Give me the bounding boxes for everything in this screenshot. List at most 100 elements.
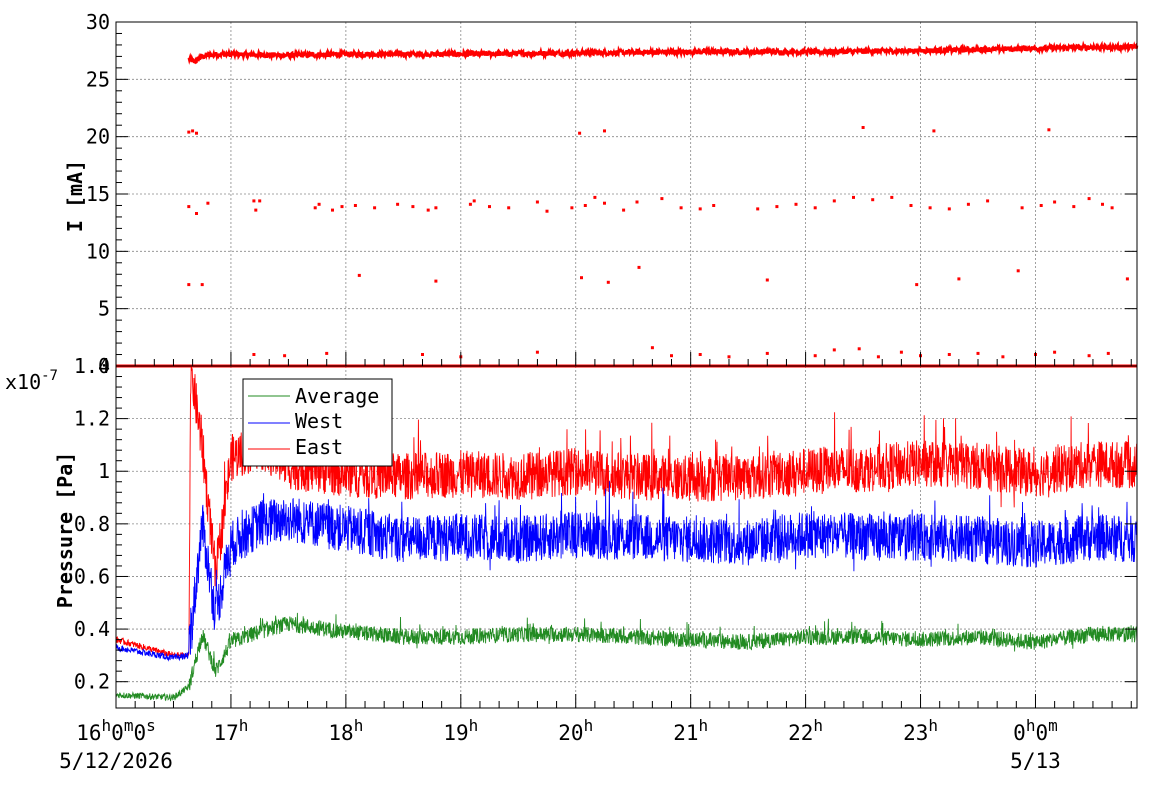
top-panel-grid (115, 21, 1137, 367)
x-tick-label-6: 22h (788, 716, 823, 745)
legend-label-west: West (295, 409, 343, 433)
bottom-ytick-label-3: 0.8 (74, 512, 110, 536)
current-point-72 (252, 353, 256, 356)
current-point-86 (876, 355, 880, 359)
current-point-36 (712, 204, 716, 207)
x-tick-label-0-part-3: m (124, 716, 134, 735)
current-main-band (187, 40, 1139, 65)
current-point-83 (813, 354, 817, 358)
current-point-65 (1016, 269, 1020, 273)
legend: Average West East (242, 378, 393, 467)
top-y-axis-title: I [mA] (63, 160, 87, 232)
current-point-93 (1053, 350, 1057, 354)
x-tick-label-0-part-0: 16 (76, 721, 101, 745)
x-tick-label-7-part-1: h (928, 716, 938, 735)
current-point-54 (1087, 197, 1091, 201)
x-date-label-1: 5/13 (1010, 749, 1061, 773)
current-point-75 (421, 353, 424, 356)
bottom-panel-frame (115, 365, 1138, 709)
current-point-1 (191, 129, 195, 133)
bottom-ytick-label-5: 1.2 (74, 407, 110, 431)
current-point-10 (258, 199, 262, 203)
bottom-ytick-label-6: 1.4 (74, 354, 110, 378)
current-point-2 (195, 131, 198, 135)
current-point-57 (357, 273, 361, 277)
current-point-0 (187, 130, 191, 134)
bottom-ytick-label-1: 0.4 (74, 617, 110, 641)
x-tick-label-8: 0h0m (1013, 716, 1058, 745)
x-tick-label-0-part-1: h (102, 716, 112, 735)
current-point-90 (976, 351, 980, 355)
current-point-91 (1001, 355, 1005, 359)
current-point-84 (832, 348, 836, 352)
current-point-47 (947, 207, 951, 211)
current-point-29 (593, 195, 597, 199)
current-point-78 (650, 346, 654, 350)
current-point-58 (434, 279, 438, 283)
bottom-ytick-label-0: 0.2 (74, 670, 110, 694)
x-tick-label-2-part-0: 18 (328, 721, 353, 745)
current-point-64 (957, 277, 961, 281)
current-point-59 (580, 276, 583, 280)
x-tick-label-0-part-5: s (146, 716, 156, 735)
top-ytick-label-1: 5 (98, 297, 110, 321)
current-point-48 (966, 202, 970, 206)
current-point-8 (252, 199, 256, 203)
current-point-62 (765, 278, 769, 282)
current-point-41 (832, 199, 836, 203)
x-tick-label-4: 20h (558, 716, 593, 745)
x-tick-label-8-part-0: 0 (1013, 721, 1026, 745)
top-ytick-label-6: 30 (86, 10, 110, 34)
current-point-82 (765, 351, 769, 355)
top-panel-data (116, 40, 1139, 368)
current-point-85 (857, 347, 861, 351)
current-point-31 (622, 208, 626, 212)
current-point-22 (472, 199, 476, 203)
current-point-19 (426, 208, 430, 212)
current-point-4 (195, 212, 198, 215)
current-point-69 (861, 126, 865, 129)
x-tick-label-0: 16h0m0s (76, 716, 156, 745)
current-point-40 (813, 206, 817, 210)
current-point-9 (254, 208, 258, 212)
current-point-49 (986, 199, 990, 203)
current-point-73 (283, 354, 287, 358)
x-tick-label-3-part-0: 19 (443, 721, 468, 745)
current-point-46 (928, 206, 932, 210)
current-point-20 (434, 206, 438, 210)
x-tick-label-8-part-1: h (1026, 716, 1036, 735)
x-tick-label-5-part-0: 21 (673, 721, 698, 745)
current-point-51 (1039, 204, 1043, 207)
bottom-y-axis-title: Pressure [Pa] (53, 452, 77, 609)
current-point-7 (200, 283, 204, 287)
x-tick-label-8-part-2: 0 (1035, 721, 1048, 745)
x-date-label-0: 5/12/2026 (59, 749, 173, 773)
current-point-80 (698, 353, 702, 356)
current-point-33 (660, 197, 664, 201)
current-point-81 (727, 355, 731, 359)
current-point-35 (698, 207, 702, 211)
current-point-45 (909, 204, 913, 207)
y-multiplier: x10-7 (5, 368, 58, 394)
legend-label-east: East (295, 435, 343, 459)
current-point-26 (545, 209, 549, 213)
x-tick-label-6-part-1: h (813, 716, 823, 735)
current-point-32 (635, 200, 639, 204)
x-tick-label-7-part-0: 23 (903, 721, 928, 745)
current-point-28 (583, 204, 587, 207)
current-point-16 (373, 206, 377, 210)
x-tick-label-8-part-3: m (1048, 716, 1058, 735)
top-ytick-label-3: 15 (86, 182, 110, 206)
current-point-50 (1020, 206, 1024, 210)
y-multiplier-base: x10 (5, 370, 41, 394)
current-point-44 (890, 195, 894, 199)
x-tick-label-7: 23h (903, 716, 938, 745)
current-point-53 (1072, 205, 1076, 209)
x-tick-label-1-part-1: h (239, 716, 249, 735)
x-tick-label-0-part-4: 0 (133, 721, 146, 745)
current-point-71 (1047, 128, 1051, 132)
x-tick-label-3: 19h (443, 716, 478, 745)
current-point-30 (603, 201, 606, 205)
